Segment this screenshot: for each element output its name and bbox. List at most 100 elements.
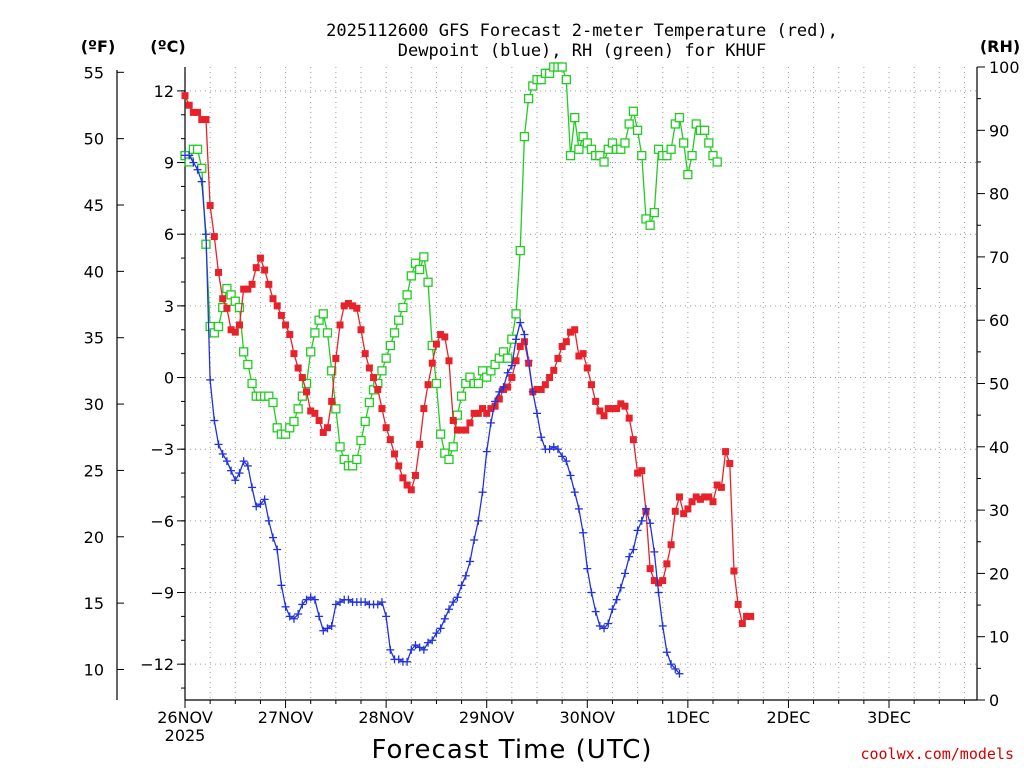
dewpoint-point xyxy=(415,643,424,652)
temperature-point xyxy=(206,202,214,210)
x-tick-label: 30NOV xyxy=(559,708,615,727)
dewpoint-point xyxy=(243,461,252,470)
rh-tick-label: 0 xyxy=(989,691,999,710)
rh-tick-label: 10 xyxy=(989,628,1009,647)
dewpoint-point xyxy=(294,610,303,619)
dewpoint-point xyxy=(424,638,433,647)
temperature-point xyxy=(680,510,688,518)
rh-point xyxy=(515,245,525,256)
dewpoint-point xyxy=(260,495,269,504)
dewpoint-point xyxy=(440,614,449,623)
temperature-point xyxy=(671,507,679,515)
chart-title-line1: 2025112600 GFS Forecast 2-meter Temperat… xyxy=(326,21,838,41)
dewpoint-point xyxy=(549,442,558,451)
dewpoint-point xyxy=(394,655,403,664)
dewpoint-point xyxy=(667,660,676,669)
temperature-point xyxy=(466,419,474,427)
temperature-point xyxy=(554,354,562,362)
temperature-point xyxy=(738,620,746,628)
temperature-point xyxy=(596,407,604,415)
fahrenheit-tick-label: 40 xyxy=(84,262,104,281)
temperature-point xyxy=(558,342,566,350)
temperature-point xyxy=(382,424,390,432)
temperature-point xyxy=(696,495,704,503)
temperature-point xyxy=(340,302,348,310)
source-credit[interactable]: coolwx.com/models xyxy=(860,745,1014,763)
temperature-point xyxy=(428,359,436,367)
temperature-line xyxy=(184,95,751,626)
dewpoint-point xyxy=(227,466,236,475)
axes: 129630−3−6−9−125550454035302520151010090… xyxy=(84,58,1020,745)
dewpoint-point xyxy=(512,335,521,344)
rh-point xyxy=(360,416,370,427)
temperature-point xyxy=(303,388,311,396)
temperature-point xyxy=(453,426,461,434)
rh-point xyxy=(645,220,655,230)
temperature-point xyxy=(319,428,327,436)
temperature-point xyxy=(198,116,206,124)
rh-tick-label: 70 xyxy=(989,248,1009,267)
temperature-point xyxy=(734,600,742,608)
dewpoint-point xyxy=(327,621,336,630)
dewpoint-point xyxy=(222,457,231,466)
rh-tick-label: 50 xyxy=(989,375,1009,394)
x-tick-year-label: 2025 xyxy=(165,726,206,745)
rh-point xyxy=(687,150,697,161)
dewpoint-point xyxy=(621,569,629,578)
dewpoint-point xyxy=(185,151,194,160)
rh-point xyxy=(523,94,534,104)
rh-point xyxy=(632,125,643,135)
rh-point xyxy=(322,328,333,338)
rh-point xyxy=(301,378,312,389)
dewpoint-point xyxy=(218,449,227,458)
dewpoint-point xyxy=(658,621,667,630)
rh-point xyxy=(247,378,257,389)
temperature-point xyxy=(701,493,709,501)
temperature-point xyxy=(709,498,717,506)
temperature-point xyxy=(743,612,751,620)
dewpoint-point xyxy=(641,504,650,513)
x-tick-label: 27NOV xyxy=(258,708,314,727)
dewpoint-point xyxy=(231,476,240,485)
temperature-point xyxy=(587,381,595,389)
dewpoint-point xyxy=(499,383,508,392)
rh-point xyxy=(473,378,483,389)
rh-tick-label: 30 xyxy=(989,501,1009,520)
dewpoint-point xyxy=(516,318,525,327)
dewpoint-point xyxy=(482,447,491,456)
temperature-point xyxy=(240,285,248,293)
rh-point xyxy=(628,106,639,116)
temperature-point xyxy=(403,481,411,489)
rh-point xyxy=(574,144,584,154)
temperature-point xyxy=(399,474,407,482)
rh-point xyxy=(649,207,659,218)
temperature-point xyxy=(705,493,713,501)
celsius-tick-label: 9 xyxy=(164,154,174,173)
rh-point xyxy=(239,347,249,357)
temperature-point xyxy=(571,326,579,334)
rh-point xyxy=(674,112,685,123)
dewpoint-point xyxy=(491,397,500,406)
temperature-point xyxy=(407,486,415,494)
rh-point xyxy=(599,157,609,167)
temperature-point xyxy=(604,405,612,413)
dewpoint-point xyxy=(206,375,215,384)
dewpoint-point xyxy=(520,330,529,339)
temperature-point xyxy=(617,400,625,408)
temperature-point xyxy=(726,460,734,468)
temperature-point xyxy=(638,467,646,475)
celsius-tick-label: −9 xyxy=(150,584,174,603)
fahrenheit-tick-label: 45 xyxy=(84,196,104,215)
dewpoint-point xyxy=(377,598,386,607)
dewpoint-point xyxy=(566,471,575,480)
dewpoint-point xyxy=(470,535,479,544)
temperature-point xyxy=(520,338,528,346)
temperature-point xyxy=(181,92,189,100)
temperature-point xyxy=(562,338,570,346)
temperature-point xyxy=(567,328,575,336)
temperature-point xyxy=(474,409,482,417)
temperature-point xyxy=(256,254,264,262)
temperature-point xyxy=(378,405,386,413)
temperature-point xyxy=(613,405,621,413)
rh-point xyxy=(704,138,714,148)
